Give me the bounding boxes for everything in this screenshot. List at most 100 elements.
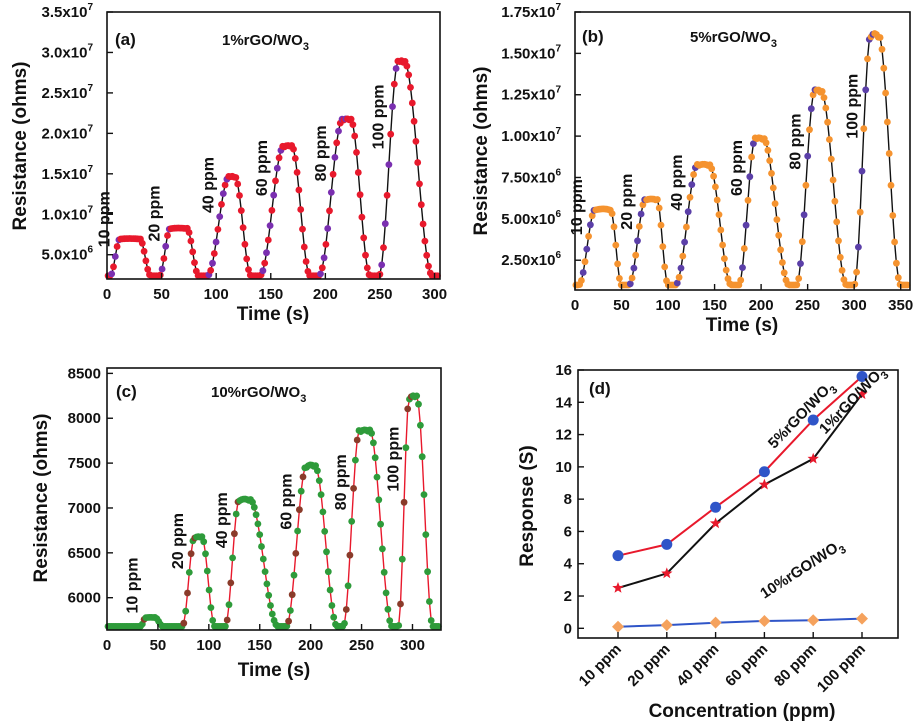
x-tick-label: 300: [400, 637, 425, 654]
panel-b-data-point: [712, 183, 719, 191]
panel-b-data-point: [740, 245, 748, 252]
panel-a-data-point: [412, 138, 420, 145]
panel-c-data-point: [180, 619, 188, 627]
panel-b-annotation-4: 60 ppm: [729, 140, 746, 196]
x-tick-label: 100: [656, 297, 681, 314]
panel-c-annotation-6: 100 ppm: [385, 427, 402, 492]
x-tick-label: 100 ppm: [814, 641, 869, 696]
panel-a-annotation-2: 20 ppm: [146, 185, 163, 241]
panel-c-data-point: [267, 602, 274, 609]
panel-a-data-point: [158, 265, 166, 273]
y-tick-label: 2.5x107: [42, 83, 94, 102]
panel-a-data-point: [241, 240, 249, 248]
panel-b-data-point: [748, 153, 755, 161]
x-tick-label: 50: [613, 297, 630, 314]
panel-a-data-point: [290, 145, 297, 153]
panel-c-data-point: [263, 580, 271, 588]
panel-c-data-point: [285, 617, 292, 625]
series-1-point: [661, 538, 673, 550]
panel-c-data-point: [370, 439, 377, 447]
panel-b-data-point: [838, 267, 846, 274]
panel-b-data-point: [806, 126, 813, 134]
panel-a-data-point: [331, 154, 339, 161]
panel-a-data-point: [140, 247, 148, 255]
panel-c-data-point: [353, 436, 361, 444]
panel-a-data-point: [187, 237, 195, 245]
panel-a-resistance-1pct: 0 50 100 150 200 250 300 5.0x106 1.0x107 1.5x107…: [10, 2, 447, 325]
panel-a-label: (a): [115, 30, 136, 49]
panel-b-data-point: [713, 196, 721, 204]
y-tick-label: 4: [564, 556, 573, 573]
panel-c-data-point: [379, 545, 386, 553]
panel-a-data-point: [108, 270, 116, 278]
panel-b-data-point: [715, 211, 723, 219]
series-1-point: [856, 370, 868, 382]
panel-a-data-point: [270, 191, 278, 199]
panel-b-data-point: [856, 208, 864, 216]
panel-b-data-point: [717, 226, 725, 234]
panel-a-data-point: [347, 115, 355, 123]
panel-c-annotation-2: 20 ppm: [170, 513, 187, 569]
panel-a-data-point: [419, 220, 427, 228]
panel-b-data-point: [829, 176, 837, 184]
panel-b-data-point: [739, 264, 746, 271]
y-tick-label: 6: [564, 523, 572, 540]
x-tick-label: 100: [196, 637, 221, 654]
panel-c-data-point: [404, 405, 412, 413]
panel-b-data-point: [833, 218, 841, 226]
x-tick-label: 50: [150, 637, 167, 654]
panel-a-data-point: [381, 220, 389, 228]
panel-b-data-point: [610, 223, 618, 231]
y-tick-label: 2.0x107: [42, 123, 94, 142]
panel-b-data-point: [634, 237, 641, 245]
panel-b-data-point: [835, 237, 842, 245]
panel-a-data-point: [142, 257, 150, 265]
panel-c-data-point: [223, 616, 231, 624]
panel-c-annotation-5: 80 ppm: [333, 454, 350, 510]
panel-b-data-point: [677, 264, 685, 272]
panel-a-material-label: 1%rGO/WO3: [222, 32, 309, 53]
panel-b-y-ticks: 2.50x106 5.00x106 7.50x106 1.00x107 1.25x107…: [501, 2, 581, 269]
panel-c-data-point: [259, 555, 267, 563]
panel-a-data-point: [138, 239, 146, 247]
panel-c-data-point: [377, 520, 384, 528]
panel-c-data-point: [203, 567, 211, 575]
panel-a-data-point: [216, 213, 224, 221]
series-2-point: [612, 582, 624, 593]
y-tick-label: 12: [555, 427, 572, 444]
panel-b-data-point: [657, 221, 665, 229]
panel-b-data-point: [654, 196, 661, 203]
panel-b-data-point: [809, 91, 817, 99]
panel-a-x-ticks: 0 50 100 150 200 250 300: [103, 273, 447, 303]
y-tick-label: 7500: [68, 455, 101, 472]
panel-a-data-point: [410, 117, 418, 125]
x-tick-label: 150: [258, 286, 283, 303]
panel-a-data-point: [385, 161, 393, 169]
x-tick-label: 300: [422, 286, 447, 303]
panel-a-data-point: [218, 201, 225, 208]
panel-b-data-point: [903, 281, 911, 289]
panel-b-data-point: [779, 259, 786, 266]
panel-c-annotation-1: 10 ppm: [124, 557, 141, 613]
x-tick-label: 20 ppm: [624, 641, 673, 690]
panel-b-x-ticks: 0 50 100 150 200 250 300 350: [571, 284, 913, 314]
panel-a-data-point: [358, 213, 366, 221]
panel-b-frame: [574, 11, 911, 291]
x-tick-label: 200: [749, 297, 774, 314]
panel-c-data-point: [321, 528, 329, 535]
x-tick-label: 150: [247, 637, 272, 654]
x-tick-label: 10 ppm: [576, 641, 625, 690]
panel-c-data-point: [323, 548, 330, 556]
panel-b-data-point: [793, 281, 801, 289]
panel-b-data-point: [683, 223, 690, 231]
panel-b-data-point: [827, 155, 835, 163]
panel-b-data-point: [884, 118, 891, 126]
x-tick-label: 0: [103, 286, 111, 303]
panel-c-y-axis-title: Resistance (ohms): [31, 414, 52, 583]
panel-c-data-point: [252, 511, 260, 519]
panel-c-frame: [106, 367, 442, 631]
panel-a-data-point: [291, 155, 299, 162]
panel-b-data-point: [585, 232, 592, 240]
panel-c-data-point: [312, 462, 319, 469]
panel-b-annotation-1: 10 ppm: [569, 179, 586, 235]
